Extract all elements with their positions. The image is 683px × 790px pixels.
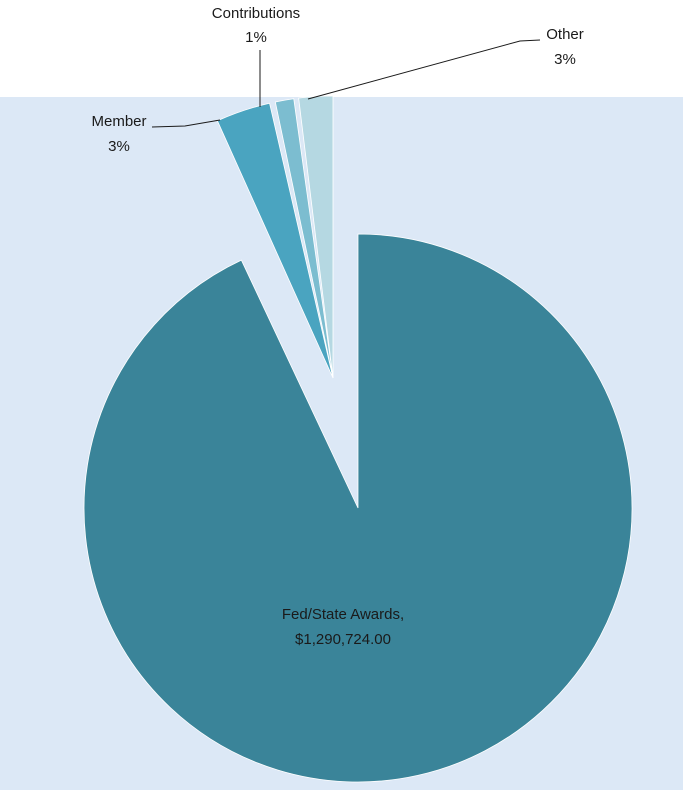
label-member-name: Member	[91, 113, 146, 130]
pie-slice-contributions	[274, 98, 334, 379]
slices-group	[83, 95, 633, 783]
label-other-name: Other	[546, 26, 584, 43]
label-fed-state-value: $1,290,724.00	[295, 631, 391, 648]
label-contributions-pct: 1%	[245, 29, 267, 46]
label-other-pct: 3%	[554, 51, 576, 68]
pie-slice-fed-state-awards	[83, 233, 633, 783]
label-member-pct: 3%	[108, 138, 130, 155]
label-contributions-name: Contributions	[212, 5, 300, 22]
member-leader-line	[151, 119, 221, 128]
other-leader-line	[307, 39, 541, 100]
label-fed-state-name: Fed/State Awards,	[282, 606, 404, 623]
